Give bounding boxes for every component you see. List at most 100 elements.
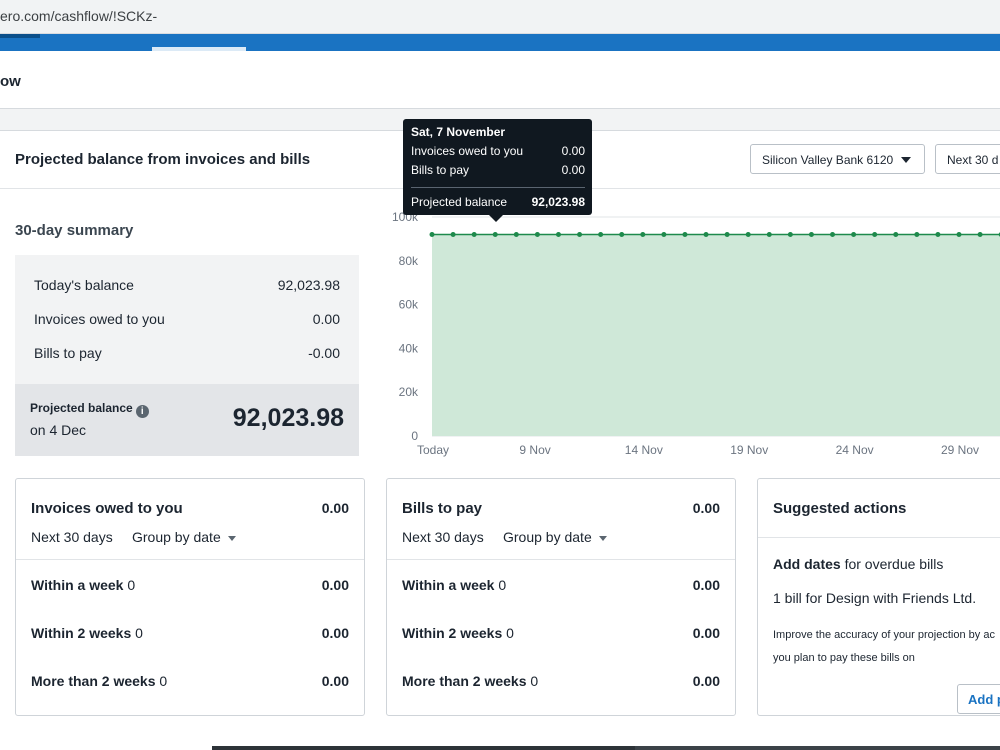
suggested-action-hint-1: Improve the accuracy of your projection … — [773, 629, 995, 641]
invoices-panel-title[interactable]: Invoices owed to you — [31, 500, 183, 517]
projected-balance-label-text: Projected balance — [30, 401, 133, 415]
suggested-actions-panel: Suggested actions Add dates for overdue … — [757, 478, 1000, 716]
y-tick-label: 20k — [399, 385, 419, 399]
x-tick-label: 24 Nov — [836, 443, 874, 457]
summary-row-value: -0.00 — [308, 345, 340, 361]
bills-bucket-2-weeks[interactable]: Within 2 weeks 0 0.00 — [402, 625, 720, 641]
bills-group-by-dropdown[interactable]: Group by date — [503, 529, 607, 545]
taskbar-strip — [212, 746, 635, 750]
summary-row-value: 0.00 — [312, 311, 340, 327]
tooltip-row-projected: Projected balance 92,023.98 — [411, 195, 585, 209]
x-tick-label: 14 Nov — [625, 443, 663, 457]
bucket-count: 0 — [506, 625, 514, 641]
tooltip-row-label: Bills to pay — [411, 163, 470, 177]
suggested-actions-title: Suggested actions — [773, 500, 907, 517]
x-tick-label: Today — [417, 443, 449, 457]
bucket-name: Within 2 weeks — [402, 625, 503, 641]
chevron-down-icon — [227, 536, 236, 541]
panel-divider — [16, 559, 364, 560]
bucket-name: More than 2 weeks — [31, 673, 156, 689]
chevron-down-icon — [598, 536, 607, 541]
chart-tooltip: Sat, 7 November Invoices owed to you 0.0… — [403, 119, 592, 222]
url-text[interactable]: ero.com/cashflow/!SCKz- — [0, 8, 158, 24]
group-by-label: Group by date — [503, 529, 592, 545]
balance-point — [619, 231, 625, 237]
balance-point — [640, 231, 646, 237]
invoices-period: Next 30 days — [31, 529, 113, 545]
balance-point — [808, 231, 814, 237]
bills-period: Next 30 days — [402, 529, 484, 545]
balance-point — [745, 231, 751, 237]
nav-logo-area[interactable] — [0, 34, 40, 38]
balance-point — [977, 231, 983, 237]
tooltip-row-label: Projected balance — [411, 195, 508, 209]
bucket-count: 0 — [159, 673, 168, 689]
suggested-action-heading: Add dates for overdue bills — [773, 556, 943, 572]
x-tick-label: 29 Nov — [941, 443, 979, 457]
summary-row-label: Bills to pay — [34, 345, 102, 361]
bucket-value: 0.00 — [692, 577, 720, 593]
balance-point — [893, 231, 899, 237]
bills-bucket-week[interactable]: Within a week 0 0.00 — [402, 577, 720, 593]
balance-point — [703, 231, 709, 237]
projected-balance-box: Projected balance i on 4 Dec 92,023.98 — [15, 384, 359, 456]
nav-active-tab-indicator — [152, 47, 246, 51]
summary-row-value: 92,023.98 — [277, 277, 340, 293]
bucket-count: 0 — [135, 625, 143, 641]
bills-bucket-more-than-2-weeks[interactable]: More than 2 weeks 0 0.00 — [402, 673, 720, 689]
tooltip-row-invoices: Invoices owed to you 0.00 — [411, 144, 585, 158]
panel-divider — [758, 537, 1000, 538]
balance-point — [872, 231, 878, 237]
bucket-value: 0.00 — [321, 625, 349, 641]
app-navigation-bar — [0, 34, 1000, 51]
y-tick-label: 40k — [399, 341, 419, 355]
bucket-value: 0.00 — [692, 673, 720, 689]
bucket-value: 0.00 — [321, 673, 349, 689]
balance-point — [787, 231, 793, 237]
balance-point — [429, 231, 435, 237]
invoices-group-by-dropdown[interactable]: Group by date — [132, 529, 236, 545]
balance-area — [432, 234, 1000, 436]
tooltip-row-value: 0.00 — [561, 144, 585, 158]
tooltip-row-value: 0.00 — [561, 163, 585, 177]
balance-point — [851, 231, 857, 237]
tooltip-row-value: 92,023.98 — [531, 195, 585, 209]
bucket-name: Within a week — [402, 577, 495, 593]
balance-point — [830, 231, 836, 237]
invoices-bucket-2-weeks[interactable]: Within 2 weeks 0 0.00 — [31, 625, 349, 641]
date-range-label: Next 30 d — [947, 153, 999, 167]
summary-row-todays-balance: Today's balance 92,023.98 — [34, 277, 340, 293]
panel-divider — [387, 559, 735, 560]
balance-point — [661, 231, 667, 237]
bank-account-label: Silicon Valley Bank 6120 — [762, 153, 894, 167]
date-range-dropdown[interactable]: Next 30 d — [935, 144, 1000, 174]
balance-point — [935, 231, 941, 237]
x-tick-label: 9 Nov — [519, 443, 550, 457]
projected-balance-label: Projected balance i — [30, 401, 149, 418]
add-dates-button[interactable]: Add p — [957, 684, 1000, 714]
y-tick-label: 60k — [399, 298, 419, 312]
summary-row-bills: Bills to pay -0.00 — [34, 345, 340, 361]
summary-row-label: Today's balance — [34, 277, 134, 293]
balance-point — [682, 231, 688, 237]
bills-panel-title[interactable]: Bills to pay — [402, 500, 483, 517]
balance-point — [914, 231, 920, 237]
balance-point — [766, 231, 772, 237]
bucket-name: Within 2 weeks — [31, 625, 132, 641]
projected-balance-date: on 4 Dec — [30, 422, 87, 438]
tooltip-divider — [411, 187, 585, 188]
bills-panel-total: 0.00 — [692, 500, 720, 516]
tooltip-date: Sat, 7 November — [411, 125, 506, 139]
invoices-bucket-week[interactable]: Within a week 0 0.00 — [31, 577, 349, 593]
bank-account-dropdown[interactable]: Silicon Valley Bank 6120 — [750, 144, 925, 174]
suggested-action-hint-2: you plan to pay these bills on — [773, 652, 915, 664]
bucket-value: 0.00 — [692, 625, 720, 641]
chevron-down-icon — [901, 157, 912, 163]
invoices-panel-total: 0.00 — [321, 500, 349, 516]
summary-title: 30-day summary — [15, 222, 134, 239]
page-title: ow — [0, 73, 21, 90]
info-icon[interactable]: i — [135, 405, 149, 418]
invoices-bucket-more-than-2-weeks[interactable]: More than 2 weeks 0 0.00 — [31, 673, 349, 689]
browser-address-bar[interactable]: ero.com/cashflow/!SCKz- — [0, 0, 1000, 34]
